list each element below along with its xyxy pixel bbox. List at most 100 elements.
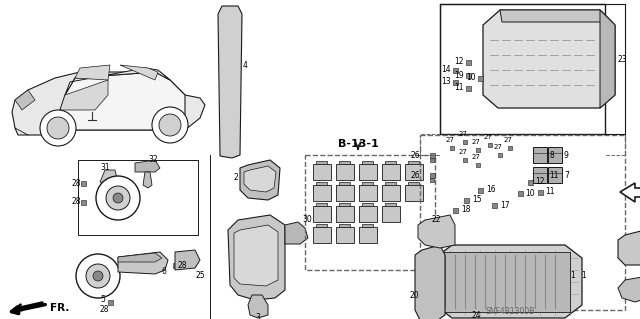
Bar [359, 227, 377, 243]
Polygon shape [12, 72, 205, 135]
Bar [463, 140, 467, 144]
Polygon shape [620, 183, 640, 202]
Polygon shape [65, 68, 170, 95]
Bar [385, 203, 396, 206]
Bar [313, 164, 331, 180]
Text: 27: 27 [459, 149, 467, 155]
Bar [533, 147, 547, 163]
Text: 5: 5 [100, 295, 105, 305]
Bar [452, 79, 458, 85]
Bar [408, 182, 419, 185]
Polygon shape [618, 277, 640, 302]
Polygon shape [100, 170, 118, 185]
Text: 16: 16 [486, 186, 495, 195]
Text: 11: 11 [549, 170, 559, 180]
Text: 11: 11 [454, 84, 463, 93]
Polygon shape [218, 6, 242, 158]
Text: 26: 26 [410, 151, 420, 160]
Text: 32: 32 [148, 155, 157, 165]
Polygon shape [60, 80, 108, 110]
Text: 27: 27 [493, 144, 502, 150]
Bar [382, 185, 400, 201]
Bar [316, 161, 327, 164]
Bar [316, 182, 327, 185]
Bar [408, 161, 419, 164]
Bar [476, 163, 480, 167]
Polygon shape [143, 172, 152, 188]
Bar [385, 182, 396, 185]
Bar [430, 178, 434, 182]
Bar [463, 197, 468, 203]
Bar [339, 161, 350, 164]
Bar [533, 167, 547, 183]
Text: 28: 28 [178, 261, 188, 270]
Bar [339, 224, 350, 227]
Polygon shape [418, 215, 455, 248]
Polygon shape [240, 160, 280, 200]
Bar [452, 207, 458, 212]
Bar [429, 152, 435, 158]
Polygon shape [75, 65, 110, 80]
Text: 17: 17 [500, 201, 509, 210]
Bar [440, 252, 570, 312]
Bar [420, 135, 625, 310]
Polygon shape [135, 160, 160, 172]
Bar [548, 147, 562, 163]
Text: 27: 27 [504, 137, 513, 143]
Bar [313, 185, 331, 201]
Text: 28: 28 [71, 179, 81, 188]
Bar [359, 164, 377, 180]
Circle shape [86, 264, 110, 288]
Bar [450, 146, 454, 150]
Bar [465, 85, 470, 91]
Text: 15: 15 [472, 196, 482, 204]
Text: 1: 1 [570, 271, 575, 279]
Text: 2: 2 [233, 174, 237, 182]
Text: 12: 12 [454, 57, 463, 66]
Polygon shape [600, 10, 615, 108]
Text: 28: 28 [100, 306, 109, 315]
Text: 1: 1 [581, 271, 586, 279]
Bar [313, 227, 331, 243]
Text: B-13-1: B-13-1 [338, 139, 378, 149]
Bar [359, 206, 377, 222]
Text: 22: 22 [432, 216, 442, 225]
Bar [173, 263, 177, 268]
Circle shape [113, 193, 123, 203]
Bar [548, 167, 562, 183]
Polygon shape [120, 65, 158, 80]
Text: 7: 7 [564, 170, 569, 180]
Text: 18: 18 [461, 205, 470, 214]
Circle shape [96, 176, 140, 220]
Text: 23: 23 [618, 56, 628, 64]
Circle shape [47, 117, 69, 139]
Bar [527, 180, 532, 184]
Circle shape [159, 114, 181, 136]
Bar [78, 160, 198, 235]
Bar [518, 190, 522, 196]
Bar [430, 158, 434, 162]
Circle shape [106, 186, 130, 210]
Bar [359, 185, 377, 201]
Polygon shape [483, 10, 615, 108]
Polygon shape [55, 72, 185, 130]
Bar [108, 300, 113, 305]
Bar [316, 203, 327, 206]
Bar [538, 189, 543, 195]
Text: 30: 30 [302, 216, 312, 225]
Text: 8: 8 [549, 151, 554, 160]
Text: 20: 20 [410, 291, 420, 300]
Bar [477, 188, 483, 192]
Bar [476, 148, 480, 152]
Polygon shape [118, 253, 162, 262]
Bar [465, 72, 470, 78]
Polygon shape [435, 245, 582, 318]
Text: 10: 10 [466, 73, 476, 83]
Text: 11: 11 [545, 188, 554, 197]
Bar [492, 203, 497, 207]
Bar [316, 224, 327, 227]
Text: 27: 27 [472, 154, 481, 160]
Polygon shape [244, 166, 276, 192]
Polygon shape [228, 215, 285, 300]
Bar [362, 203, 372, 206]
